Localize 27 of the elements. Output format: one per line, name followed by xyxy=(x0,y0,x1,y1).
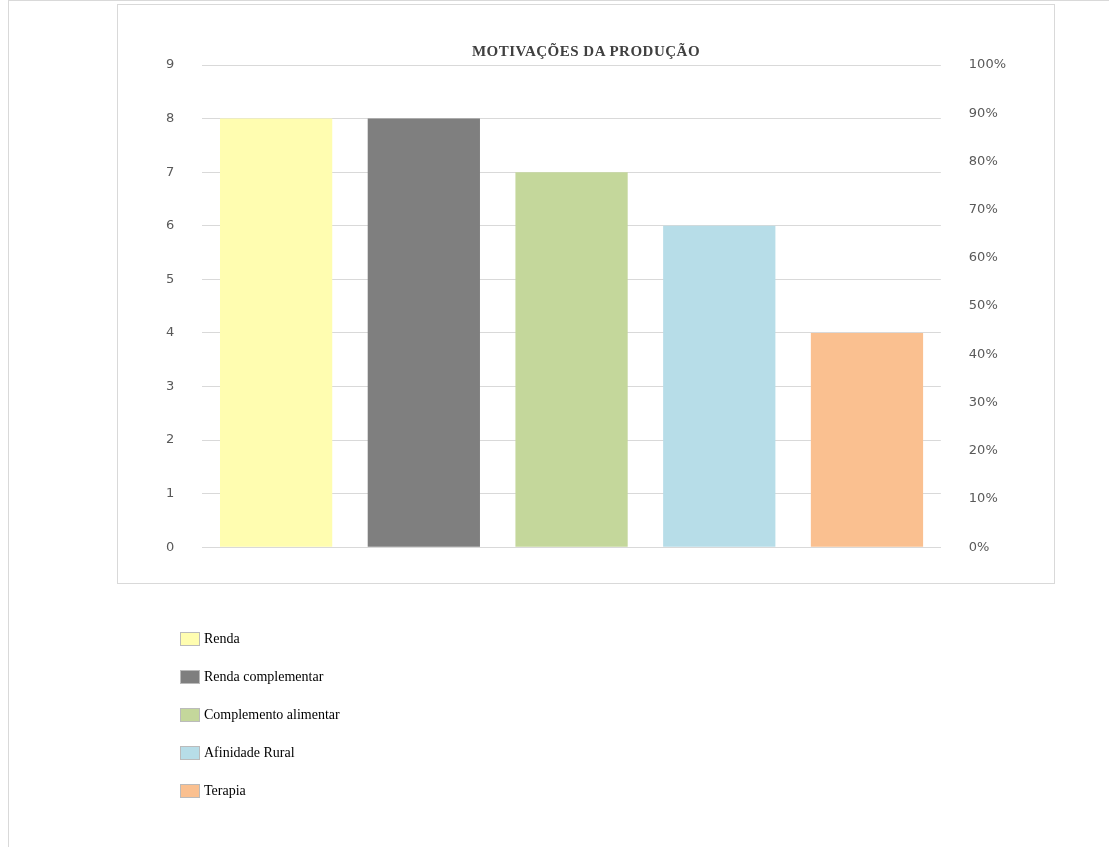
y2-tick-label: 90% xyxy=(968,104,998,120)
y-tick-label: 0 xyxy=(165,538,175,554)
legend-label: Renda complementar xyxy=(204,669,324,685)
y2-tick-label: 100% xyxy=(968,56,1007,72)
y-tick-label: 1 xyxy=(165,485,175,500)
y2-tick-label: 50% xyxy=(968,297,998,313)
legend-label: Terapia xyxy=(204,783,246,799)
y2-tick-label: 80% xyxy=(968,152,998,168)
legend-label: Renda xyxy=(204,631,240,647)
y-tick-label: 7 xyxy=(165,163,175,179)
y2-tick-label: 40% xyxy=(968,345,998,361)
legend-label: Afinidade Rural xyxy=(204,745,295,761)
y-tick-label: 9 xyxy=(165,56,175,72)
y2-tick-label: 70% xyxy=(968,201,998,217)
y-tick-label: 4 xyxy=(165,324,175,340)
chart-title: MOTIVAÇÕES DA PRODUÇÃO xyxy=(471,43,701,59)
y2-tick-label: 0% xyxy=(968,538,990,554)
y-tick-label: 6 xyxy=(165,217,175,233)
y-tick-label: 2 xyxy=(165,431,175,447)
y2-tick-label: 10% xyxy=(968,490,998,506)
y-tick-label: 5 xyxy=(165,270,175,286)
y2-tick-label: 20% xyxy=(968,442,998,458)
y2-tick-label: 30% xyxy=(968,393,998,409)
y-tick-label: 8 xyxy=(165,109,175,125)
y2-tick-label: 60% xyxy=(968,249,998,265)
y-tick-label: 3 xyxy=(165,377,175,393)
legend-label: Complemento alimentar xyxy=(204,707,340,723)
